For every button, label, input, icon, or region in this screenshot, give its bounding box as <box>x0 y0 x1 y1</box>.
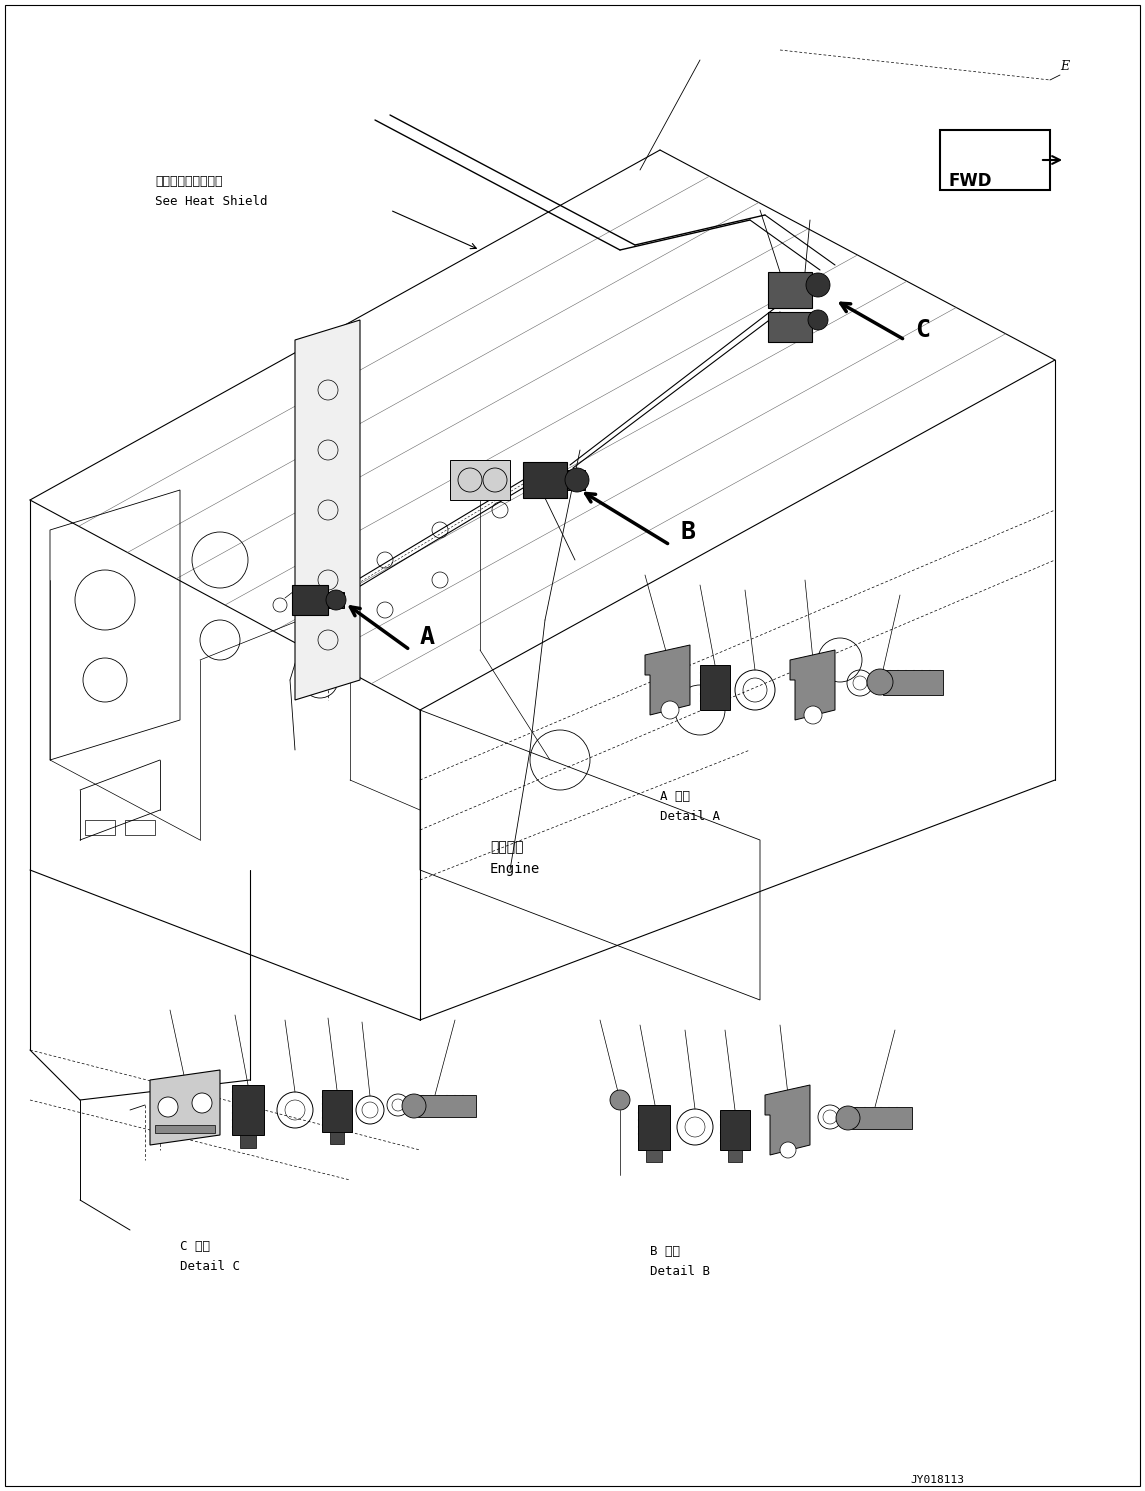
Circle shape <box>610 1090 630 1109</box>
Bar <box>240 1135 256 1148</box>
Bar <box>720 1109 750 1150</box>
Circle shape <box>867 669 893 695</box>
Bar <box>940 130 1050 189</box>
Bar <box>700 665 731 710</box>
Circle shape <box>806 273 830 297</box>
Bar <box>852 1106 913 1129</box>
Bar <box>450 461 510 499</box>
Bar <box>155 1126 215 1133</box>
Circle shape <box>836 1106 860 1130</box>
Text: エンジン: エンジン <box>490 839 523 854</box>
Text: Detail A: Detail A <box>660 810 720 823</box>
Text: E: E <box>1060 60 1069 73</box>
Circle shape <box>158 1097 177 1117</box>
Circle shape <box>808 310 828 330</box>
Text: Detail B: Detail B <box>650 1264 710 1278</box>
Circle shape <box>273 598 287 611</box>
Polygon shape <box>645 646 690 716</box>
Polygon shape <box>150 1071 220 1145</box>
Text: ヒートシールド参照: ヒートシールド参照 <box>155 174 222 188</box>
Circle shape <box>402 1094 426 1118</box>
Bar <box>330 1132 344 1144</box>
Circle shape <box>804 707 822 725</box>
Text: See Heat Shield: See Heat Shield <box>155 195 268 209</box>
Bar <box>638 1105 670 1150</box>
Polygon shape <box>765 1085 810 1156</box>
Bar <box>728 1150 742 1161</box>
Bar <box>883 669 943 695</box>
Bar <box>125 820 155 835</box>
Text: A 詳細: A 詳細 <box>660 790 690 804</box>
Text: C 詳細: C 詳細 <box>180 1241 210 1252</box>
Circle shape <box>326 590 346 610</box>
Bar <box>232 1085 264 1135</box>
Bar <box>85 820 114 835</box>
Text: JY018113: JY018113 <box>910 1475 964 1485</box>
Circle shape <box>780 1142 796 1159</box>
Text: FWD: FWD <box>948 171 992 189</box>
Text: C: C <box>915 318 930 341</box>
Bar <box>322 1090 352 1132</box>
Text: B 詳細: B 詳細 <box>650 1245 680 1258</box>
Bar <box>768 312 812 341</box>
Text: A: A <box>420 625 435 649</box>
Bar <box>768 271 812 309</box>
Polygon shape <box>790 650 835 720</box>
Bar <box>292 584 327 614</box>
Circle shape <box>564 468 589 492</box>
Text: Engine: Engine <box>490 862 540 877</box>
Circle shape <box>661 701 679 719</box>
Bar <box>418 1094 476 1117</box>
Bar <box>646 1150 662 1161</box>
Text: B: B <box>680 520 695 544</box>
Circle shape <box>192 1093 212 1112</box>
Bar <box>327 592 344 608</box>
Bar <box>567 470 585 491</box>
Text: Detail C: Detail C <box>180 1260 240 1273</box>
Bar <box>523 462 567 498</box>
Polygon shape <box>295 321 360 699</box>
